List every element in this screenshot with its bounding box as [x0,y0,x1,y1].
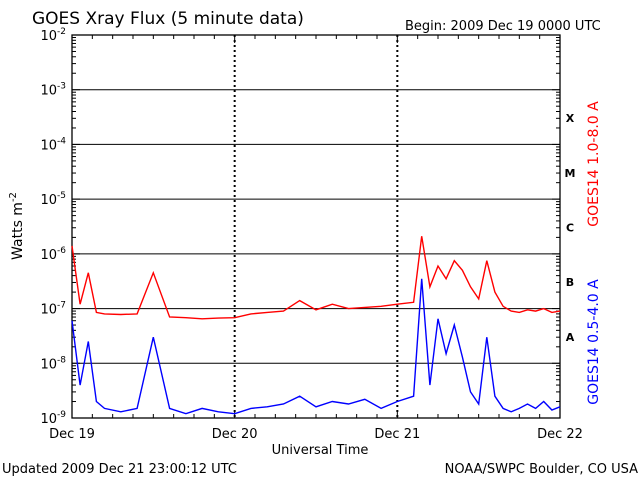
legend-series-1: GOES14 1.0-8.0 A [586,101,602,227]
y-axis-ticks: 10-9 10-8 10-7 10-6 10-5 10-4 10-3 10-2 [40,27,560,427]
x-axis-ticks: Dec 19 Dec 20 Dec 21 Dec 22 [49,35,583,442]
flare-class-label: A [566,331,575,344]
x-tick-label: Dec 22 [537,427,583,442]
flare-class-label: B [566,276,574,289]
x-axis-label: Universal Time [272,443,369,458]
flare-class-label: C [566,222,574,235]
updated-timestamp: Updated 2009 Dec 21 23:00:12 UTC [2,462,237,477]
begin-label: Begin: 2009 Dec 19 0000 UTC [405,19,601,34]
series-line-2 [71,278,561,415]
credit-label: NOAA/SWPC Boulder, CO USA [445,462,638,477]
flare-class-label: M [565,167,576,180]
y-tick-label: 10-2 [40,27,66,44]
plot-frame [71,34,561,419]
x-tick-label: Dec 20 [212,427,258,442]
x-tick-label: Dec 21 [374,427,420,442]
y-tick-label: 10-9 [40,410,66,427]
flare-class-label: X [566,112,575,125]
grid [72,35,560,418]
chart-title: GOES Xray Flux (5 minute data) [32,9,304,29]
series-line-1 [71,236,561,320]
y-tick-label: 10-6 [40,246,66,263]
y-tick-label: 10-7 [40,301,66,318]
y-tick-label: 10-8 [40,355,66,372]
series-lines [71,236,561,415]
legend-series-2: GOES14 0.5-4.0 A [586,279,602,405]
y-tick-label: 10-4 [40,136,66,153]
y-tick-label: 10-3 [40,82,66,99]
x-tick-label: Dec 19 [49,427,95,442]
y-axis-label: Watts m-2 [8,192,26,260]
flare-class-labels: A B C M X [565,112,576,344]
y-tick-label: 10-5 [40,191,66,208]
